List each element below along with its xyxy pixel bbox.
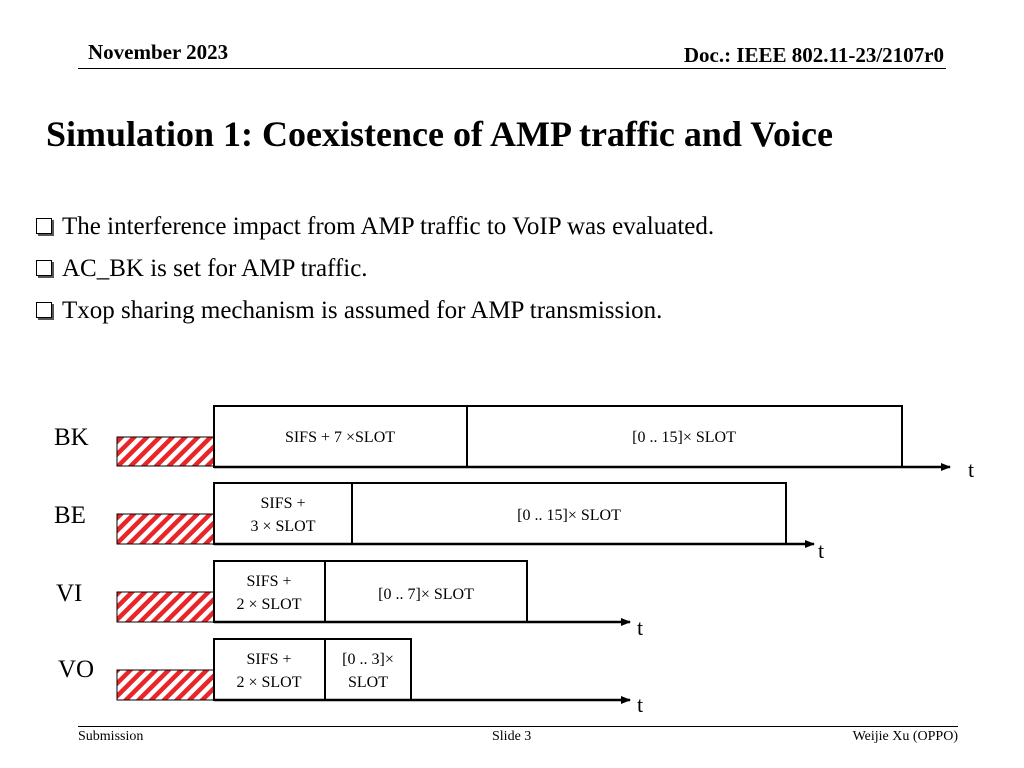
- aifs-text-vo-line1: SIFS +: [246, 651, 291, 668]
- header-doc-id: Doc.: IEEE 802.11-23/2107r0: [683, 43, 944, 67]
- row-vi: VI SIFS + 2 × SLOT [0 .. 7]× SLOT t: [56, 560, 643, 640]
- slide-title: Simulation 1: Coexistence of AMP traffic…: [46, 114, 833, 154]
- time-axis-label: t: [637, 615, 643, 640]
- checkbox-bullet-icon: [36, 218, 52, 234]
- bullet-item: The interference impact from AMP traffic…: [36, 206, 714, 248]
- bullet-item: AC_BK is set for AMP traffic.: [36, 248, 714, 290]
- header-divider: [78, 68, 946, 69]
- busy-medium-hatch: [116, 669, 215, 701]
- row-bk: BK SIFS + 7 ×SLOT [0 .. 15]× SLOT t: [54, 405, 974, 482]
- footer-slide-number: Slide 3: [492, 729, 532, 744]
- busy-medium-hatch: [116, 591, 215, 623]
- ac-label-be: BE: [54, 502, 86, 529]
- bullet-text: AC_BK is set for AMP traffic.: [62, 255, 368, 282]
- footer-author: Weijie Xu (OPPO): [852, 729, 958, 744]
- bullet-list: The interference impact from AMP traffic…: [36, 206, 714, 332]
- ac-label-bk: BK: [54, 424, 89, 451]
- ac-label-vo: VO: [58, 656, 94, 683]
- bullet-text: Txop sharing mechanism is assumed for AM…: [62, 297, 663, 324]
- time-axis-label: t: [968, 457, 974, 482]
- bullet-text: The interference impact from AMP traffic…: [62, 213, 715, 240]
- backoff-box-vo: [324, 638, 412, 701]
- checkbox-bullet-icon: [36, 260, 52, 276]
- edca-timing-diagram: BK SIFS + 7 ×SLOT [0 .. 15]× SLOT t BE S…: [54, 405, 974, 717]
- footer-submission: Submission: [78, 729, 144, 744]
- footer-divider: [78, 726, 958, 727]
- backoff-box-bk: [466, 405, 903, 468]
- time-axis-label: t: [818, 538, 824, 563]
- busy-medium-hatch: [116, 513, 215, 545]
- backoff-text-vo-line2: SLOT: [348, 674, 388, 691]
- header-date: November 2023: [88, 40, 229, 64]
- row-be: BE SIFS + 3 × SLOT [0 .. 15]× SLOT t: [54, 482, 824, 563]
- backoff-box-be: [351, 482, 787, 545]
- backoff-text-vi: [0 .. 7]× SLOT: [378, 586, 474, 603]
- busy-medium-hatch: [116, 436, 215, 467]
- bullet-item: Txop sharing mechanism is assumed for AM…: [36, 290, 714, 332]
- backoff-text-be: [0 .. 15]× SLOT: [517, 507, 621, 524]
- aifs-text-vi-line2: 2 × SLOT: [236, 596, 301, 613]
- backoff-text-bk: [0 .. 15]× SLOT: [632, 429, 736, 446]
- checkbox-bullet-icon: [36, 302, 52, 318]
- backoff-box-vi: [324, 560, 528, 623]
- aifs-text-vo-line2: 2 × SLOT: [236, 674, 301, 691]
- aifs-text-be-line2: 3 × SLOT: [250, 518, 315, 535]
- time-axis-label: t: [637, 692, 643, 717]
- ac-label-vi: VI: [56, 580, 82, 607]
- aifs-text-be-line1: SIFS +: [260, 495, 305, 512]
- row-vo: VO SIFS + 2 × SLOT [0 .. 3]× SLOT t: [58, 638, 643, 717]
- aifs-text-vi-line1: SIFS +: [246, 573, 291, 590]
- aifs-box-bk: [213, 405, 468, 468]
- backoff-text-vo-line1: [0 .. 3]×: [342, 651, 394, 668]
- aifs-text-bk: SIFS + 7 ×SLOT: [285, 429, 395, 446]
